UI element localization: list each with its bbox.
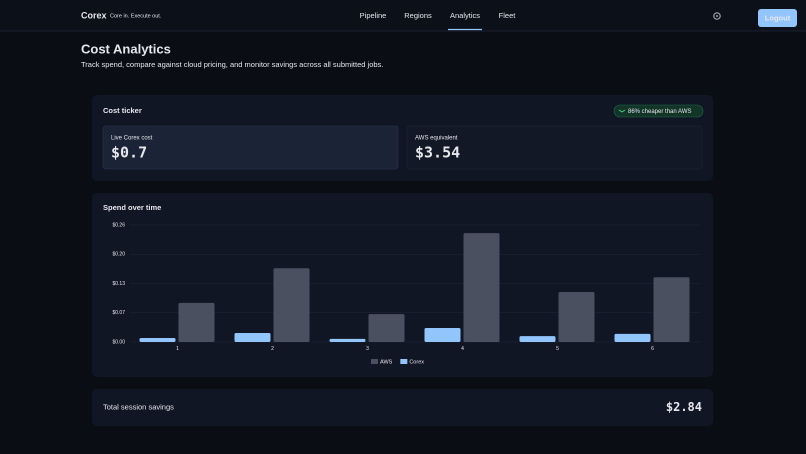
y-tick-label: $0.00: [112, 339, 125, 345]
bar: [653, 277, 690, 342]
nav-link[interactable]: Pipeline: [360, 11, 387, 20]
aws-cost-value: $3.54: [415, 144, 460, 162]
savings-value: $2.84: [666, 400, 702, 414]
chart-title: Spend over time: [103, 203, 161, 212]
bar: [329, 338, 366, 342]
brand[interactable]: Corex: [81, 10, 107, 20]
badge-text: 86% cheaper than AWS: [628, 109, 691, 115]
bar: [424, 328, 461, 342]
legend-label: AWS: [380, 359, 393, 365]
navbar: [0, 0, 806, 31]
aws-cost-box: [406, 125, 703, 170]
bar: [368, 314, 405, 342]
bar: [273, 268, 310, 342]
nav-links: Pipeline Regions Analytics Fleet: [360, 11, 517, 31]
x-tick-label: 2: [271, 346, 274, 352]
legend-swatch: [400, 359, 408, 364]
chart: $0.00 $0.07 $0.13 $0.20 $0.26 1 2 3 4 5 6 AWS Corex: [112, 222, 700, 365]
page-subtitle: Track spend, compare against cloud prici…: [81, 60, 383, 69]
y-tick-label: $0.26: [112, 222, 125, 228]
ticker-title: Cost ticker: [103, 106, 142, 115]
bar: [178, 302, 215, 342]
nav-link[interactable]: Fleet: [499, 11, 517, 20]
chart-card: [92, 193, 713, 377]
live-cost-value: $0.7: [111, 144, 147, 162]
savings-badge: [613, 104, 704, 118]
savings-label: Total session savings: [103, 402, 174, 411]
y-tick-label: $0.07: [112, 310, 125, 316]
y-tick-label: $0.20: [112, 252, 125, 258]
x-tick-label: 6: [651, 346, 654, 352]
bar: [519, 336, 556, 342]
page-title: Cost Analytics: [81, 41, 171, 56]
bar: [463, 233, 500, 342]
nav-link[interactable]: Analytics: [450, 11, 480, 20]
x-tick-label: 3: [366, 346, 369, 352]
legend-label: Corex: [409, 359, 424, 365]
gear: [713, 12, 721, 20]
trend-icon: [618, 109, 626, 113]
settings-icon[interactable]: [713, 12, 721, 20]
x-tick-label: 1: [176, 346, 179, 352]
logout-label[interactable]: Logout: [765, 13, 791, 22]
tagline: Core in. Execute out.: [110, 13, 162, 19]
logout-button[interactable]: [758, 9, 797, 27]
bar: [234, 333, 271, 342]
y-tick-label: $0.13: [112, 281, 125, 287]
live-cost-box: [102, 125, 399, 170]
gear-hub: [716, 15, 718, 17]
legend-swatch: [371, 359, 378, 364]
x-tick-label: 4: [461, 346, 464, 352]
bar: [614, 333, 651, 342]
nav-link[interactable]: Regions: [404, 11, 432, 20]
savings-card: [92, 389, 713, 426]
bar: [558, 292, 595, 342]
live-cost-label: Live Corex cost: [111, 136, 153, 142]
x-tick-label: 5: [556, 346, 559, 352]
aws-cost-label: AWS equivalent: [415, 136, 458, 142]
bar: [139, 337, 176, 342]
